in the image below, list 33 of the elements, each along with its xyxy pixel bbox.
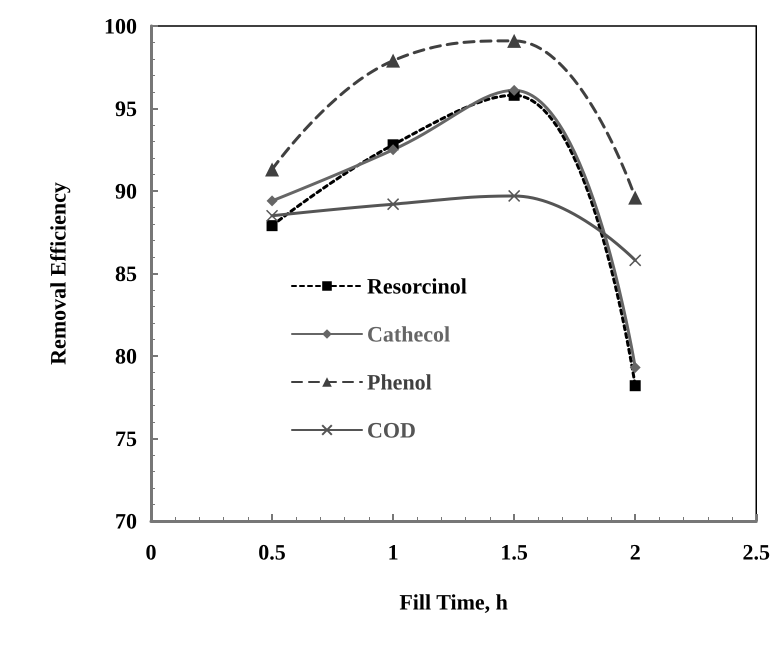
point (266, 210, 278, 222)
point (388, 144, 399, 156)
y-tick-label: 75 (115, 426, 137, 451)
y-tick-label: 95 (115, 96, 137, 121)
point (508, 190, 520, 202)
x-tick-label: 2 (630, 540, 641, 564)
y-tick-label: 80 (115, 344, 137, 368)
y-tick-label: 100 (104, 14, 137, 38)
legend-label: Cathecol (367, 322, 450, 346)
point (628, 190, 642, 205)
point (630, 380, 641, 392)
point (266, 195, 278, 206)
legend-label: Resorcinol (367, 274, 467, 298)
y-tick-label: 70 (115, 508, 137, 534)
x-tick-label: 0 (146, 540, 156, 564)
legend-label: COD (367, 418, 416, 442)
legend-label: Phenol (367, 370, 432, 394)
point (386, 54, 400, 68)
point (508, 84, 520, 96)
x-axis-title: Fill Time, h (399, 590, 508, 614)
point (386, 198, 400, 210)
point (265, 162, 280, 177)
y-axis-title: Removal Efficiency (46, 182, 70, 365)
x-tick-label: 0.5 (258, 540, 286, 564)
point (628, 254, 642, 267)
y-tick-label: 85 (115, 261, 137, 286)
x-tick-label: 2.5 (742, 540, 770, 564)
y-tick-label: 90 (115, 178, 137, 204)
x-tick-label: 1.5 (500, 540, 528, 564)
x-tick-label: 1 (388, 540, 399, 564)
point (630, 362, 641, 374)
point (507, 34, 522, 48)
point (266, 220, 278, 232)
